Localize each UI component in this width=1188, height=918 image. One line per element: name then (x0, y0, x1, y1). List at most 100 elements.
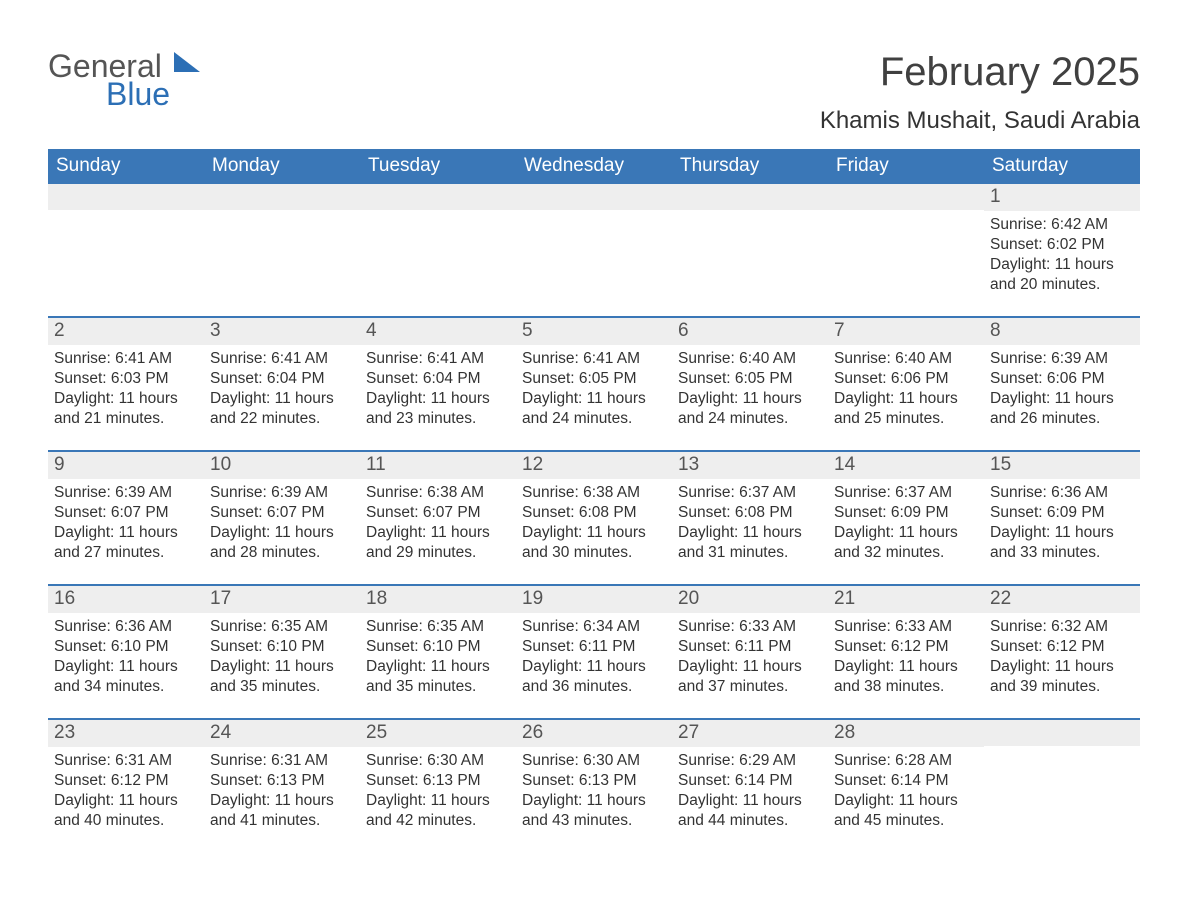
sunrise-text: Sunrise: 6:33 AM (834, 617, 978, 637)
day-number: 19 (516, 586, 672, 613)
day-cell: 5 Sunrise: 6:41 AMSunset: 6:05 PMDaylight… (516, 318, 672, 440)
daylight-text: Daylight: 11 hours and 32 minutes. (834, 523, 978, 563)
daylight-text: Daylight: 11 hours and 25 minutes. (834, 389, 978, 429)
sunset-text: Sunset: 6:10 PM (366, 637, 510, 657)
day-number: 15 (984, 452, 1140, 479)
sunrise-text: Sunrise: 6:31 AM (210, 751, 354, 771)
day-number: 9 (48, 452, 204, 479)
weeks-container: 1Sunrise: 6:42 AMSunset: 6:02 PMDaylight… (48, 184, 1140, 842)
sunrise-text: Sunrise: 6:30 AM (522, 751, 666, 771)
dayofweek-header: Sunday Monday Tuesday Wednesday Thursday… (48, 149, 1140, 184)
day-number: 24 (204, 720, 360, 747)
day-info: Sunrise: 6:29 AMSunset: 6:14 PMDaylight:… (672, 747, 828, 836)
sunrise-text: Sunrise: 6:29 AM (678, 751, 822, 771)
sunrise-text: Sunrise: 6:35 AM (210, 617, 354, 637)
sunrise-text: Sunrise: 6:37 AM (834, 483, 978, 503)
sunrise-text: Sunrise: 6:33 AM (678, 617, 822, 637)
day-number (204, 184, 360, 210)
logo-triangle-icon (174, 52, 200, 72)
daylight-text: Daylight: 11 hours and 29 minutes. (366, 523, 510, 563)
header: General Blue February 2025 Khamis Mushai… (48, 50, 1140, 135)
day-cell (672, 184, 828, 306)
day-info: Sunrise: 6:31 AMSunset: 6:13 PMDaylight:… (204, 747, 360, 836)
day-number (672, 184, 828, 210)
day-info: Sunrise: 6:41 AMSunset: 6:04 PMDaylight:… (360, 345, 516, 434)
sunrise-text: Sunrise: 6:41 AM (522, 349, 666, 369)
sunset-text: Sunset: 6:08 PM (678, 503, 822, 523)
day-cell: 10Sunrise: 6:39 AMSunset: 6:07 PMDayligh… (204, 452, 360, 574)
day-cell: 2Sunrise: 6:41 AMSunset: 6:03 PMDaylight… (48, 318, 204, 440)
day-cell: 28Sunrise: 6:28 AMSunset: 6:14 PMDayligh… (828, 720, 984, 842)
sunset-text: Sunset: 6:05 PM (522, 369, 666, 389)
sunset-text: Sunset: 6:14 PM (834, 771, 978, 791)
day-number: 1 (984, 184, 1140, 211)
sunset-text: Sunset: 6:04 PM (366, 369, 510, 389)
day-cell (828, 184, 984, 306)
daylight-text: Daylight: 11 hours and 36 minutes. (522, 657, 666, 697)
sunrise-text: Sunrise: 6:40 AM (678, 349, 822, 369)
sunrise-text: Sunrise: 6:38 AM (522, 483, 666, 503)
day-cell: 27Sunrise: 6:29 AMSunset: 6:14 PMDayligh… (672, 720, 828, 842)
dow-thursday: Thursday (672, 149, 828, 184)
daylight-text: Daylight: 11 hours and 24 minutes. (522, 389, 666, 429)
day-number: 7 (828, 318, 984, 345)
day-cell: 20Sunrise: 6:33 AMSunset: 6:11 PMDayligh… (672, 586, 828, 708)
sunrise-text: Sunrise: 6:39 AM (210, 483, 354, 503)
day-number: 13 (672, 452, 828, 479)
day-number: 20 (672, 586, 828, 613)
daylight-text: Daylight: 11 hours and 44 minutes. (678, 791, 822, 831)
day-cell: 18Sunrise: 6:35 AMSunset: 6:10 PMDayligh… (360, 586, 516, 708)
day-number: 3 (204, 318, 360, 345)
day-cell: 24Sunrise: 6:31 AMSunset: 6:13 PMDayligh… (204, 720, 360, 842)
day-number (360, 184, 516, 210)
day-number: 28 (828, 720, 984, 747)
daylight-text: Daylight: 11 hours and 20 minutes. (990, 255, 1134, 295)
logo-text: General Blue (48, 50, 170, 110)
sunset-text: Sunset: 6:09 PM (834, 503, 978, 523)
day-info: Sunrise: 6:40 AMSunset: 6:05 PMDaylight:… (672, 345, 828, 434)
week-row: 23Sunrise: 6:31 AMSunset: 6:12 PMDayligh… (48, 718, 1140, 842)
sunset-text: Sunset: 6:12 PM (990, 637, 1134, 657)
dow-wednesday: Wednesday (516, 149, 672, 184)
day-info: Sunrise: 6:41 AMSunset: 6:03 PMDaylight:… (48, 345, 204, 434)
sunrise-text: Sunrise: 6:38 AM (366, 483, 510, 503)
week-row: 1Sunrise: 6:42 AMSunset: 6:02 PMDaylight… (48, 184, 1140, 306)
day-cell (204, 184, 360, 306)
sunset-text: Sunset: 6:06 PM (834, 369, 978, 389)
day-cell: 6Sunrise: 6:40 AMSunset: 6:05 PMDaylight… (672, 318, 828, 440)
daylight-text: Daylight: 11 hours and 42 minutes. (366, 791, 510, 831)
day-info: Sunrise: 6:28 AMSunset: 6:14 PMDaylight:… (828, 747, 984, 836)
sunrise-text: Sunrise: 6:36 AM (54, 617, 198, 637)
day-number: 14 (828, 452, 984, 479)
logo: General Blue (48, 50, 200, 110)
day-cell (984, 720, 1140, 842)
day-cell (516, 184, 672, 306)
day-number: 5 (516, 318, 672, 345)
sunrise-text: Sunrise: 6:31 AM (54, 751, 198, 771)
dow-sunday: Sunday (48, 149, 204, 184)
day-cell: 14 Sunrise: 6:37 AMSunset: 6:09 PMDayligh… (828, 452, 984, 574)
sunrise-text: Sunrise: 6:35 AM (366, 617, 510, 637)
sunset-text: Sunset: 6:13 PM (522, 771, 666, 791)
day-info: Sunrise: 6:33 AMSunset: 6:12 PMDaylight:… (828, 613, 984, 702)
sunset-text: Sunset: 6:10 PM (54, 637, 198, 657)
title-block: February 2025 Khamis Mushait, Saudi Arab… (820, 50, 1140, 135)
day-number: 23 (48, 720, 204, 747)
daylight-text: Daylight: 11 hours and 33 minutes. (990, 523, 1134, 563)
dow-tuesday: Tuesday (360, 149, 516, 184)
sunset-text: Sunset: 6:10 PM (210, 637, 354, 657)
week-row: 16Sunrise: 6:36 AMSunset: 6:10 PMDayligh… (48, 584, 1140, 708)
day-cell: 17Sunrise: 6:35 AMSunset: 6:10 PMDayligh… (204, 586, 360, 708)
day-number: 10 (204, 452, 360, 479)
day-number (984, 720, 1140, 746)
sunrise-text: Sunrise: 6:30 AM (366, 751, 510, 771)
daylight-text: Daylight: 11 hours and 35 minutes. (366, 657, 510, 697)
day-info: Sunrise: 6:36 AMSunset: 6:10 PMDaylight:… (48, 613, 204, 702)
day-number: 12 (516, 452, 672, 479)
sunrise-text: Sunrise: 6:42 AM (990, 215, 1134, 235)
day-info: Sunrise: 6:35 AMSunset: 6:10 PMDaylight:… (204, 613, 360, 702)
day-cell: 7Sunrise: 6:40 AMSunset: 6:06 PMDaylight… (828, 318, 984, 440)
sunrise-text: Sunrise: 6:39 AM (54, 483, 198, 503)
day-number: 4 (360, 318, 516, 345)
day-number: 16 (48, 586, 204, 613)
